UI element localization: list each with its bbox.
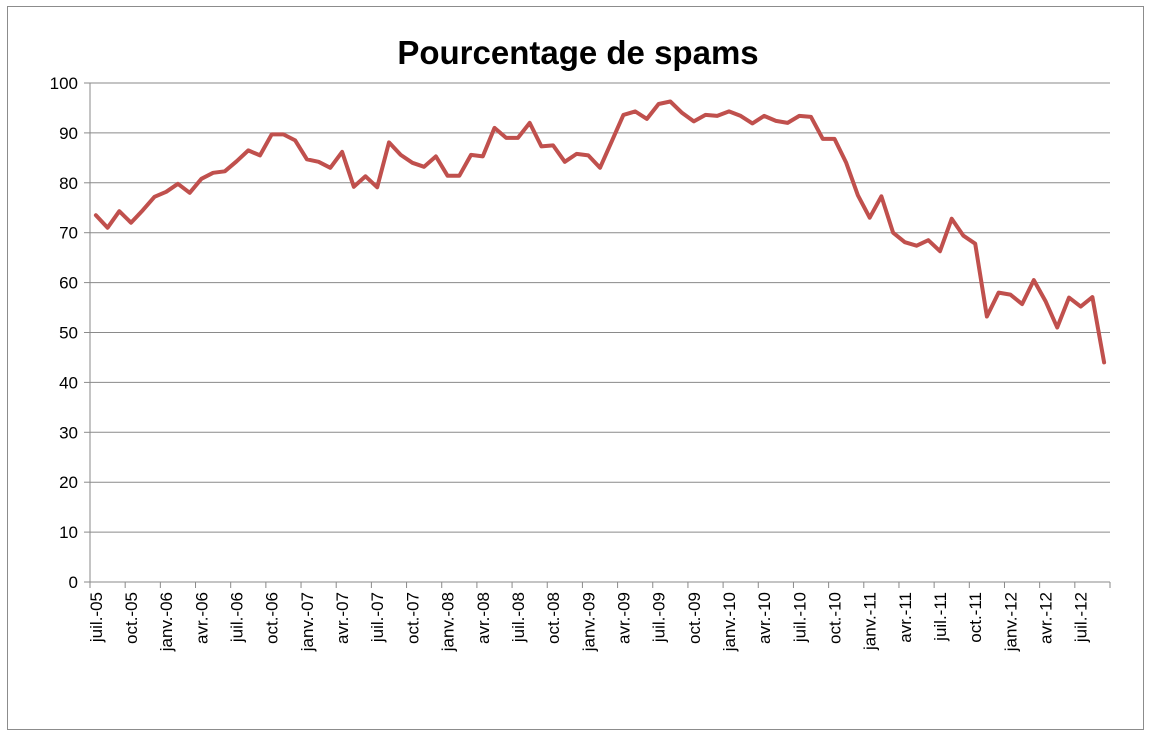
series-line xyxy=(93,99,1107,365)
x-tick-label: avr.-10 xyxy=(755,592,774,644)
x-tick-label: avr.-12 xyxy=(1037,592,1056,644)
x-tick-label: janv.-06 xyxy=(157,592,176,652)
y-tick-label: 90 xyxy=(59,124,78,143)
y-axis-tick-labels: 0 10 20 30 40 50 60 70 80 90 100 xyxy=(50,74,78,592)
x-tick-label: avr.-06 xyxy=(192,592,211,644)
x-tick-label: oct.-09 xyxy=(685,592,704,644)
x-tick-label: oct.-07 xyxy=(403,592,422,644)
axes xyxy=(84,82,1111,588)
series-layer xyxy=(93,99,1107,365)
x-tick-label: avr.-09 xyxy=(614,592,633,644)
x-tick-label: oct.-06 xyxy=(263,592,282,644)
y-tick-label: 40 xyxy=(59,373,78,392)
x-tick-label: janv.-09 xyxy=(579,592,598,652)
x-tick-label: juil.-10 xyxy=(790,592,809,643)
x-tick-label: oct.-10 xyxy=(825,592,844,644)
x-tick-label: janv.-10 xyxy=(720,592,739,652)
x-tick-label: juil.-09 xyxy=(650,592,669,643)
y-tick-label: 0 xyxy=(69,573,78,592)
x-tick-label: juil.-12 xyxy=(1072,592,1091,643)
x-tick-label: oct.-11 xyxy=(966,592,985,643)
gridlines xyxy=(90,82,1110,533)
y-tick-label: 60 xyxy=(59,274,78,293)
chart-frame: Pourcentage de spams 0 10 20 30 40 50 60 70 80 90… xyxy=(7,6,1144,730)
x-tick-label: janv.-11 xyxy=(861,592,880,651)
x-tick-label: janv.-07 xyxy=(298,592,317,652)
x-tick-label: juil.-06 xyxy=(228,592,247,643)
y-tick-label: 100 xyxy=(50,74,78,93)
x-tick-label: avr.-08 xyxy=(474,592,493,644)
x-tick-label: avr.-07 xyxy=(333,592,352,644)
x-axis-tick-labels: juil.-05 oct.-05 janv.-06 avr.-06 juil.-06 oc… xyxy=(87,592,1091,652)
y-tick-label: 50 xyxy=(59,324,78,343)
x-tick-label: janv.-12 xyxy=(1001,592,1020,652)
x-tick-label: oct.-08 xyxy=(544,592,563,644)
y-tick-label: 20 xyxy=(59,473,78,492)
y-tick-label: 80 xyxy=(59,174,78,193)
y-tick-label: 30 xyxy=(59,423,78,442)
line-chart: Pourcentage de spams 0 10 20 30 40 50 60 70 80 90… xyxy=(50,34,1111,652)
x-tick-label: juil.-08 xyxy=(509,592,528,643)
x-tick-label: juil.-07 xyxy=(368,592,387,643)
y-tick-label: 10 xyxy=(59,523,78,542)
x-tick-label: janv.-08 xyxy=(439,592,458,652)
x-tick-label: juil.-05 xyxy=(87,592,106,643)
x-tick-label: juil.-11 xyxy=(931,592,950,642)
chart-title: Pourcentage de spams xyxy=(397,34,758,71)
x-tick-label: oct.-05 xyxy=(122,592,141,644)
x-tick-label: avr.-11 xyxy=(896,592,915,643)
y-tick-label: 70 xyxy=(59,224,78,243)
